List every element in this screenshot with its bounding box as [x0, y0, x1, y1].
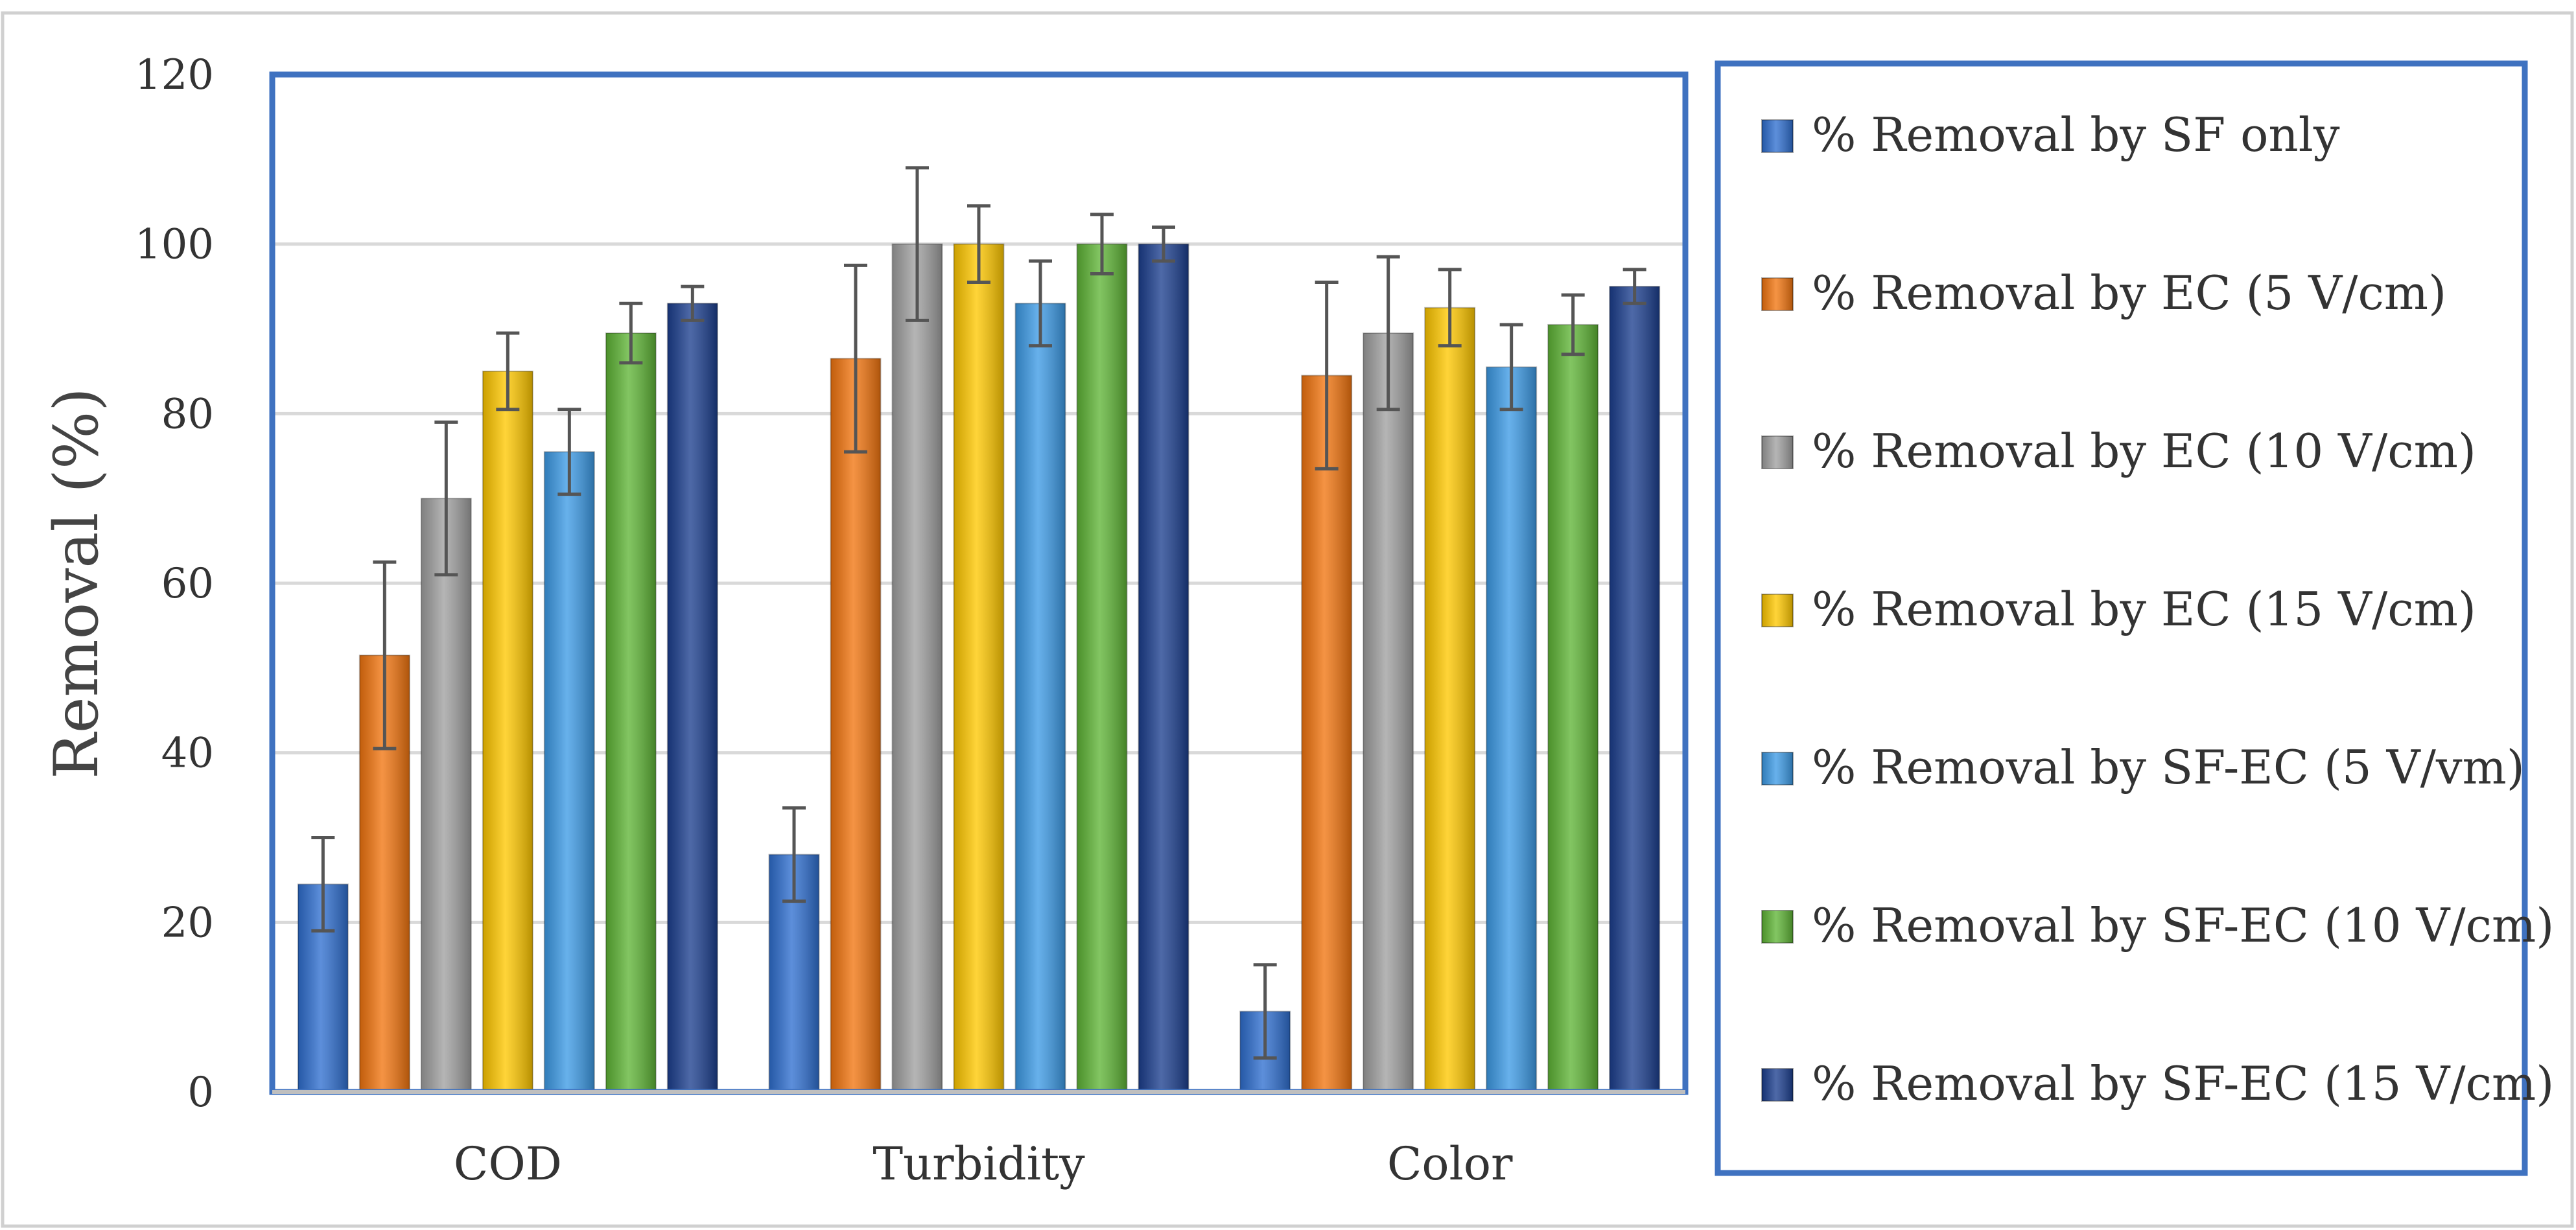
legend-swatch-shading	[1762, 1069, 1793, 1101]
bar-shading	[667, 303, 718, 1092]
bar-shading	[1425, 307, 1475, 1093]
legend-swatch-shading	[1762, 278, 1793, 310]
legend-label: % Removal by EC (15 V/cm)	[1812, 582, 2476, 636]
legend-label: % Removal by SF-EC (10 V/cm)	[1812, 898, 2554, 953]
bar-shading	[1077, 244, 1127, 1093]
bar-shading	[421, 498, 471, 1092]
x-category-label: COD	[454, 1137, 562, 1190]
legend-swatch-shading	[1762, 911, 1793, 943]
y-tick-label: 60	[161, 560, 214, 608]
error-bars	[311, 166, 1646, 1060]
x-category-label: Color	[1387, 1137, 1513, 1190]
bar-shading	[892, 244, 943, 1093]
legend-label: % Removal by SF-EC (15 V/cm)	[1812, 1056, 2554, 1111]
legend-box	[1715, 60, 2528, 1176]
bar-shading	[1138, 244, 1189, 1093]
legend-swatch-shading	[1762, 594, 1793, 627]
legend-label: % Removal by EC (10 V/cm)	[1812, 424, 2476, 478]
x-category-label: Turbidity	[872, 1137, 1085, 1190]
y-tick-label: 0	[187, 1069, 214, 1117]
bar-shading	[482, 371, 533, 1092]
bar-shading	[1015, 303, 1066, 1092]
bar-shading	[605, 333, 656, 1092]
legend-label: % Removal by SF only	[1812, 108, 2340, 162]
bar-shading	[1548, 324, 1598, 1092]
y-tick-label: 20	[161, 899, 214, 947]
y-tick-label: 40	[161, 730, 214, 778]
x-axis-categories: COD Turbidity Color	[454, 1137, 1513, 1190]
y-axis-ticks: 0 20 40 60 80 100 120	[135, 51, 214, 1117]
bar-shading	[1486, 367, 1537, 1092]
legend-swatch-shading	[1762, 436, 1793, 469]
bar-shading	[1363, 333, 1414, 1092]
legend-label: % Removal by EC (5 V/cm)	[1812, 266, 2446, 320]
legend: % Removal by SF only % Removal by EC (5 V…	[1761, 108, 2554, 1111]
legend-swatch-shading	[1762, 752, 1793, 785]
legend-swatch-shading	[1762, 120, 1793, 152]
bars	[297, 243, 1661, 1093]
bar-shading	[1610, 286, 1660, 1092]
y-axis-label: Removal (%)	[41, 388, 112, 779]
bar-shading	[544, 452, 594, 1092]
y-tick-label: 100	[135, 221, 214, 269]
bar-shading	[1302, 375, 1352, 1093]
bar-shading	[954, 244, 1004, 1093]
y-tick-label: 120	[135, 51, 214, 99]
legend-label: % Removal by SF-EC (5 V/vm)	[1812, 740, 2525, 795]
y-tick-label: 80	[161, 390, 214, 438]
bar-shading	[830, 358, 881, 1092]
